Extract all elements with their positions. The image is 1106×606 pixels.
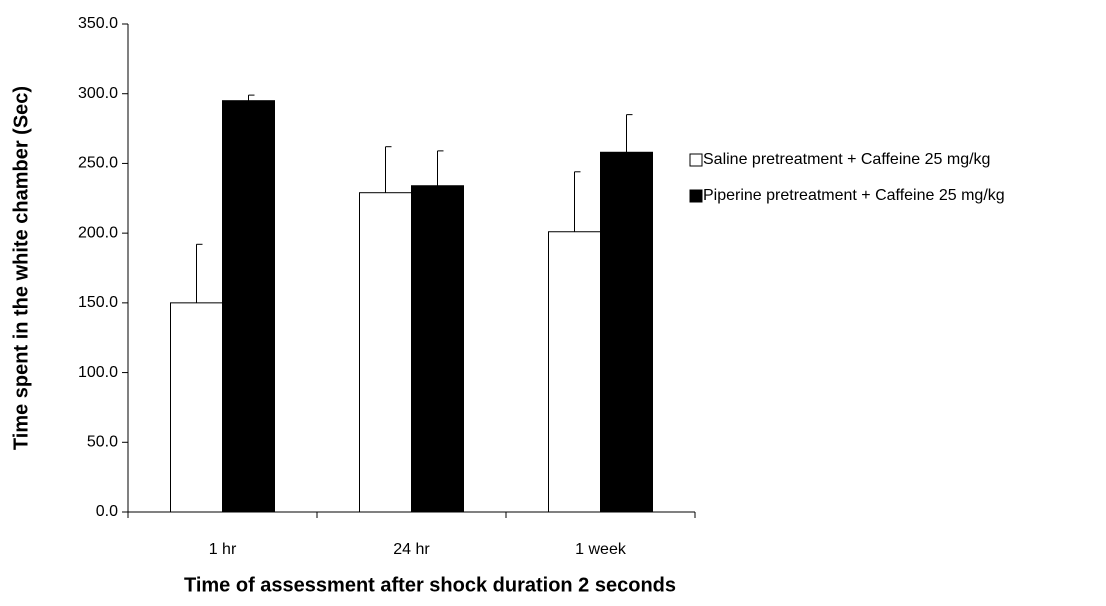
x-tick-label: 24 hr [393, 541, 430, 558]
legend-label: Saline pretreatment + Caffeine 25 mg/kg [703, 151, 990, 168]
legend-label: Piperine pretreatment + Caffeine 25 mg/k… [703, 187, 1005, 204]
y-tick-label: 300.0 [78, 85, 118, 102]
y-tick-label: 250.0 [78, 155, 118, 172]
bar [600, 151, 653, 513]
y-tick-label: 50.0 [87, 434, 118, 451]
y-axis-title: Time spent in the white chamber (Sec) [10, 86, 32, 450]
x-axis-title: Time of assessment after shock duration … [184, 574, 676, 596]
error-bar [626, 114, 633, 153]
legend-swatch [689, 153, 703, 167]
error-bar [385, 146, 392, 193]
x-tick-label: 1 hr [209, 541, 237, 558]
bar [222, 100, 275, 513]
y-tick-label: 150.0 [78, 294, 118, 311]
error-bar [574, 171, 581, 232]
error-bar [437, 150, 444, 186]
y-tick-label: 0.0 [96, 503, 118, 520]
error-bar [196, 243, 203, 303]
y-tick-label: 100.0 [78, 364, 118, 381]
error-bar [248, 94, 255, 101]
y-tick-label: 350.0 [78, 15, 118, 32]
bar [548, 231, 601, 513]
legend-swatch [689, 189, 703, 203]
bar [359, 192, 412, 513]
bar [411, 185, 464, 513]
bar [170, 302, 223, 513]
x-tick-label: 1 week [575, 541, 627, 558]
y-tick-label: 200.0 [78, 224, 118, 241]
